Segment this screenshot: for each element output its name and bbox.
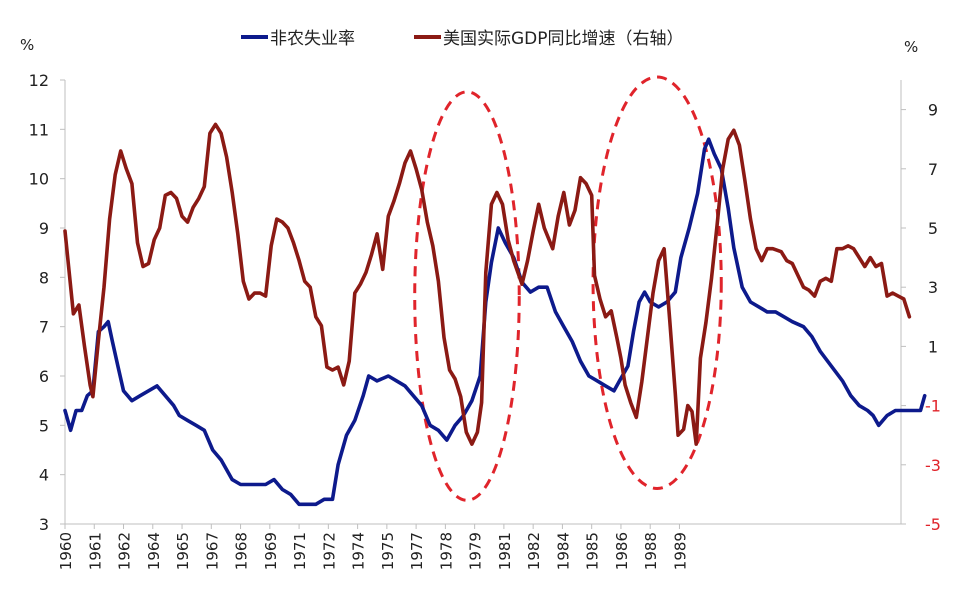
x-tick-label: 1981	[496, 532, 514, 570]
x-tick-label: 1988	[642, 532, 660, 570]
x-tick-label: 1969	[262, 532, 280, 570]
right-tick-label: -3	[925, 456, 941, 475]
legend-label-gdp: 美国实际GDP同比增速（右轴）	[443, 29, 684, 49]
x-tick-label: 1965	[174, 532, 192, 570]
x-tick-label: 1985	[584, 532, 602, 570]
highlight-ellipse-2	[591, 75, 723, 490]
series-lines	[63, 122, 927, 507]
left-tick-label: 6	[39, 367, 49, 386]
right-tick-label: 1	[928, 337, 938, 356]
x-tick-label: 1989	[671, 532, 689, 570]
x-tick-label: 1962	[116, 532, 134, 570]
right-tick-label: 3	[928, 278, 938, 297]
legend-label-unemployment: 非农失业率	[270, 29, 355, 49]
x-tick-label: 1964	[145, 532, 163, 570]
axes: 3 4 5 6 7 8 9 10 11 12 -5 -3 -1 1 3 5 7 9 1960 1961 1962 1964…	[29, 71, 941, 570]
left-tick-label: 7	[39, 318, 49, 337]
right-tick-label: -1	[925, 397, 941, 416]
right-axis-unit: %	[904, 38, 918, 56]
right-tick-label: 9	[928, 101, 938, 120]
unemployment-line	[63, 137, 927, 507]
left-axis-unit: %	[20, 36, 34, 54]
left-tick-label: 4	[39, 466, 49, 485]
left-tick-label: 5	[39, 416, 49, 435]
x-tick-label: 1961	[86, 532, 104, 570]
x-tick-label: 1972	[320, 532, 338, 570]
x-tick-label: 1984	[554, 532, 572, 570]
legend: 非农失业率 美国实际GDP同比增速（右轴）	[241, 29, 684, 49]
x-tick-label: 1968	[233, 532, 251, 570]
left-tick-label: 10	[29, 170, 49, 189]
highlight-ellipses	[413, 75, 723, 502]
left-tick-label: 8	[39, 268, 49, 287]
gdp-growth-line	[63, 122, 912, 446]
x-tick-label: 1974	[350, 532, 368, 570]
x-tick-label: 1982	[525, 532, 543, 570]
right-tick-label: -5	[925, 515, 941, 534]
x-tick-label: 1967	[203, 532, 221, 570]
x-tick-label: 1971	[291, 532, 309, 570]
x-tick-label: 1975	[379, 532, 397, 570]
left-tick-label: 3	[39, 515, 49, 534]
right-tick-label: 7	[928, 160, 938, 179]
left-tick-label: 11	[29, 120, 49, 139]
left-tick-label: 9	[39, 219, 49, 238]
x-tick-label: 1978	[437, 532, 455, 570]
right-tick-label: 5	[928, 219, 938, 238]
x-tick-label: 1960	[57, 532, 75, 570]
x-tick-label: 1979	[467, 532, 485, 570]
x-tick-label: 1986	[613, 532, 631, 570]
left-tick-label: 12	[29, 71, 49, 90]
x-tick-label: 1977	[408, 532, 426, 570]
highlight-ellipse-1	[413, 90, 521, 502]
